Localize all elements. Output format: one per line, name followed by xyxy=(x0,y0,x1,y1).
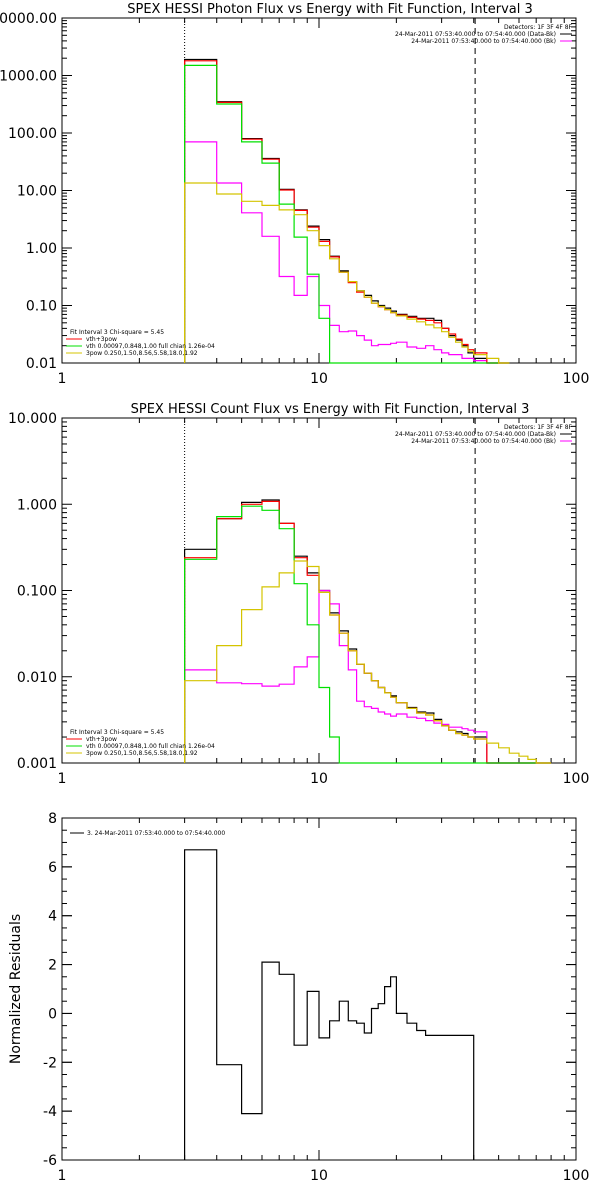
count-series-vth xyxy=(184,505,552,764)
photon-legend-3pow: 3pow 0.250,1.50,8.56,5.58,18.0,1.92 xyxy=(86,350,198,357)
photon-series-data_bk xyxy=(184,58,510,364)
photon-plot-marks: 1 10 100 0.01 0.10 1.00 10.00 100.00 1000.00 1000… xyxy=(0,11,589,387)
y-tick-label: 10.00 xyxy=(17,184,57,200)
photon-series-3pow xyxy=(184,182,510,364)
count-legend-data-bk: 24-Mar-2011 07:53:40.000 to 07:54:40.000… xyxy=(395,431,556,438)
photon-series-bk xyxy=(184,141,510,364)
y-tick-label: -4 xyxy=(43,1104,57,1120)
y-tick-label: 0.010 xyxy=(17,670,57,686)
y-tick-label: 1000.00 xyxy=(0,69,57,85)
y-tick-label: 0.001 xyxy=(17,756,57,772)
count-legend-fit: Fit Interval 3 Chi-square = 5.45 xyxy=(70,729,164,736)
count-series-data_bk xyxy=(184,499,552,764)
y-tick-label: 0.01 xyxy=(26,356,57,372)
photon-legend-vth3pow: vth+3pow xyxy=(86,336,117,343)
count-panel: SPEX HESSI Count Flux vs Energy with Fit… xyxy=(8,402,589,787)
x-tick-label: 1 xyxy=(58,771,67,787)
count-series-3pow xyxy=(184,560,552,764)
y-tick-label: 10.000 xyxy=(8,411,57,427)
count-chart-title: SPEX HESSI Count Flux vs Energy with Fit… xyxy=(131,402,530,417)
y-tick-label: 0 xyxy=(48,1006,57,1022)
y-tick-label: 0.100 xyxy=(17,584,57,600)
y-tick-label: -6 xyxy=(43,1153,57,1169)
y-tick-label: 10000.00 xyxy=(0,11,57,27)
photon-series-vth_3pow xyxy=(184,60,510,364)
count-legend-3pow: 3pow 0.250,1.50,8.56,5.58,18.0,1.92 xyxy=(86,750,198,757)
photon-series-vth xyxy=(184,64,510,364)
x-tick-label: 1 xyxy=(58,371,67,387)
x-tick-label: 10 xyxy=(310,371,328,387)
photon-panel: SPEX HESSI Photon Flux vs Energy with Fi… xyxy=(0,2,589,387)
residuals-plot-frame xyxy=(61,817,577,1161)
y-tick-label: 1.00 xyxy=(26,241,57,257)
resid-series-residuals xyxy=(184,849,475,1160)
y-tick-label: 6 xyxy=(48,860,57,876)
count-series-bk xyxy=(184,589,552,764)
residuals-legend: 3. 24-Mar-2011 07:53:40.000 to 07:54:40.… xyxy=(87,830,225,837)
photon-legend-vth: vth 0.00097,0.848,1.00 full chian 1.26e-… xyxy=(86,343,215,350)
x-tick-label: 10 xyxy=(310,1168,328,1184)
x-tick-label: 100 xyxy=(563,371,590,387)
y-tick-label: 8 xyxy=(48,811,57,827)
count-series-vth_3pow xyxy=(184,500,552,764)
photon-legend-data-bk: 24-Mar-2011 07:53:40.000 to 07:54:40.000… xyxy=(395,31,556,38)
x-tick-label: 1 xyxy=(58,1168,67,1184)
photon-legend-bk: 24-Mar-2011 07:53:40.000 to 07:54:40.000… xyxy=(411,38,556,45)
y-tick-label: 2 xyxy=(48,958,57,974)
count-legend-detectors: Detectors: 1F 3F 4F 8F xyxy=(504,424,573,431)
y-tick-label: 4 xyxy=(48,909,57,925)
residuals-panel: 1 10 100 -6 -4 -2 0 2 4 6 8 Normalized Residuals 3… xyxy=(8,811,589,1184)
y-tick-label: 0.10 xyxy=(26,299,57,315)
photon-legend-detectors: Detectors: 1F 3F 4F 8F xyxy=(504,24,573,31)
photon-chart-title: SPEX HESSI Photon Flux vs Energy with Fi… xyxy=(127,2,533,17)
photon-legend-fit: Fit Interval 3 Chi-square = 5.45 xyxy=(70,329,164,336)
x-tick-label: 100 xyxy=(563,771,590,787)
y-tick-label: 1.000 xyxy=(17,497,57,513)
x-tick-label: 100 xyxy=(563,1168,590,1184)
y-tick-label: -2 xyxy=(43,1055,57,1071)
count-legend-vth3pow: vth+3pow xyxy=(86,736,117,743)
count-legend-vth: vth 0.00097,0.848,1.00 full chian 1.26e-… xyxy=(86,743,215,750)
residuals-y-axis-label: Normalized Residuals xyxy=(8,914,24,1064)
residuals-plot-marks: 1 10 100 -6 -4 -2 0 2 4 6 8 xyxy=(43,811,589,1184)
count-plot-marks: 1 10 100 0.001 0.010 0.100 1.000 10.000 xyxy=(8,411,589,787)
y-tick-label: 100.00 xyxy=(8,126,57,142)
x-tick-label: 10 xyxy=(310,771,328,787)
count-legend-bk: 24-Mar-2011 07:53:40.000 to 07:54:40.000… xyxy=(411,438,556,445)
